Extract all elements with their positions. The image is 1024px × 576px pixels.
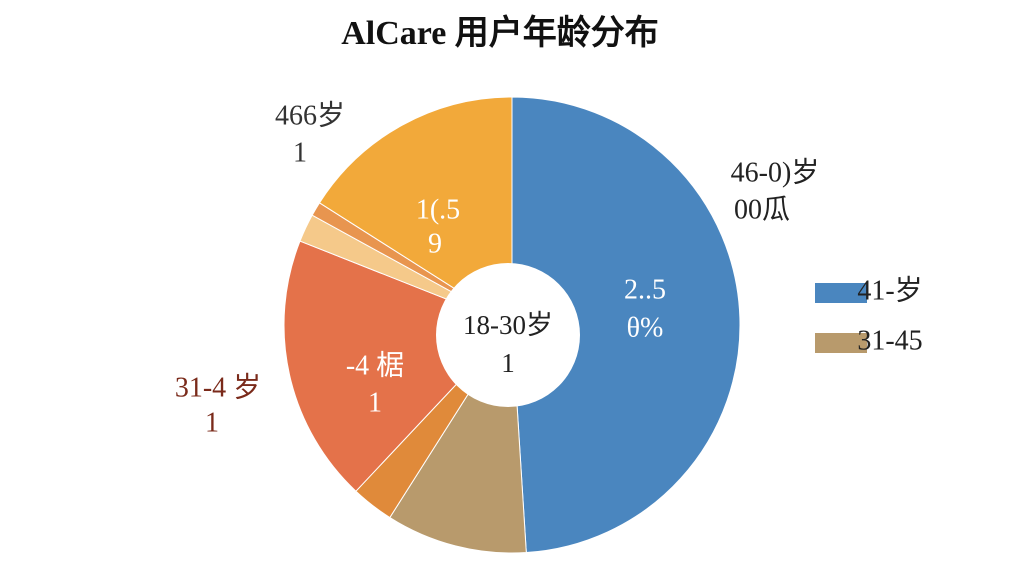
- label: 31-4 岁: [175, 371, 261, 403]
- label: 1: [293, 137, 307, 168]
- label: 2..5: [624, 274, 666, 305]
- label: 1: [205, 407, 219, 438]
- label: 18-30岁: [463, 310, 553, 340]
- label: 1: [368, 387, 382, 418]
- label: θ%: [627, 312, 664, 343]
- label: 1: [501, 348, 515, 378]
- donut-hole: [436, 263, 580, 407]
- label: 46-0)岁: [731, 156, 820, 188]
- legend-label: 41-岁: [857, 274, 922, 306]
- slice: [318, 96, 513, 326]
- label: 9: [428, 228, 442, 259]
- label: 1(.5: [416, 194, 460, 225]
- slice: [511, 96, 741, 554]
- chart-title: AlCare 用户年龄分布: [341, 14, 659, 52]
- legend-swatch: [815, 283, 867, 303]
- legend-label: 31-45: [857, 325, 922, 356]
- label: 00瓜: [734, 194, 790, 225]
- legend-swatch: [815, 333, 867, 353]
- label: 466岁: [275, 99, 345, 131]
- label: -4 椐: [346, 349, 404, 381]
